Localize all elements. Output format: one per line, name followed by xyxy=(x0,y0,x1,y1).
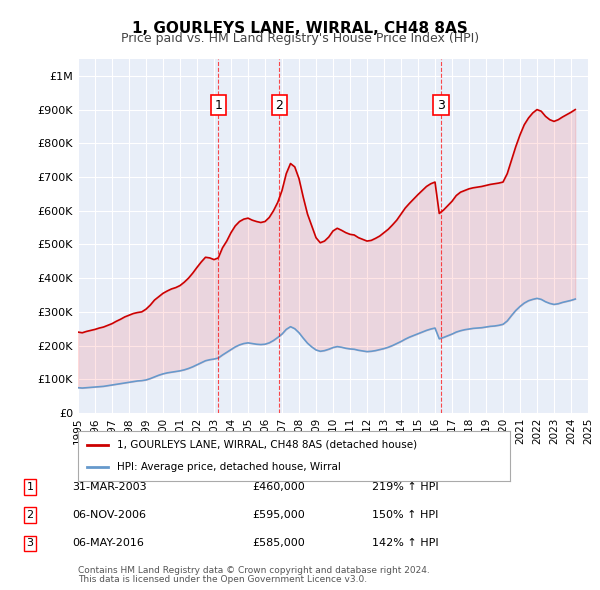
Text: Contains HM Land Registry data © Crown copyright and database right 2024.: Contains HM Land Registry data © Crown c… xyxy=(78,566,430,575)
Text: 2: 2 xyxy=(275,99,283,112)
Text: 06-MAY-2016: 06-MAY-2016 xyxy=(72,539,144,548)
Text: 31-MAR-2003: 31-MAR-2003 xyxy=(72,482,146,491)
Text: 2: 2 xyxy=(26,510,34,520)
Text: 150% ↑ HPI: 150% ↑ HPI xyxy=(372,510,439,520)
Text: 1, GOURLEYS LANE, WIRRAL, CH48 8AS (detached house): 1, GOURLEYS LANE, WIRRAL, CH48 8AS (deta… xyxy=(117,440,417,450)
Text: This data is licensed under the Open Government Licence v3.0.: This data is licensed under the Open Gov… xyxy=(78,575,367,584)
Text: 142% ↑ HPI: 142% ↑ HPI xyxy=(372,539,439,548)
Text: 1: 1 xyxy=(26,482,34,491)
Text: £460,000: £460,000 xyxy=(252,482,305,491)
Text: 1, GOURLEYS LANE, WIRRAL, CH48 8AS: 1, GOURLEYS LANE, WIRRAL, CH48 8AS xyxy=(132,21,468,35)
Text: 3: 3 xyxy=(437,99,445,112)
Text: Price paid vs. HM Land Registry's House Price Index (HPI): Price paid vs. HM Land Registry's House … xyxy=(121,32,479,45)
Text: 219% ↑ HPI: 219% ↑ HPI xyxy=(372,482,439,491)
Text: HPI: Average price, detached house, Wirral: HPI: Average price, detached house, Wirr… xyxy=(117,462,341,472)
Text: £585,000: £585,000 xyxy=(252,539,305,548)
Text: £595,000: £595,000 xyxy=(252,510,305,520)
Text: 3: 3 xyxy=(26,539,34,548)
Text: 1: 1 xyxy=(214,99,222,112)
Text: 06-NOV-2006: 06-NOV-2006 xyxy=(72,510,146,520)
